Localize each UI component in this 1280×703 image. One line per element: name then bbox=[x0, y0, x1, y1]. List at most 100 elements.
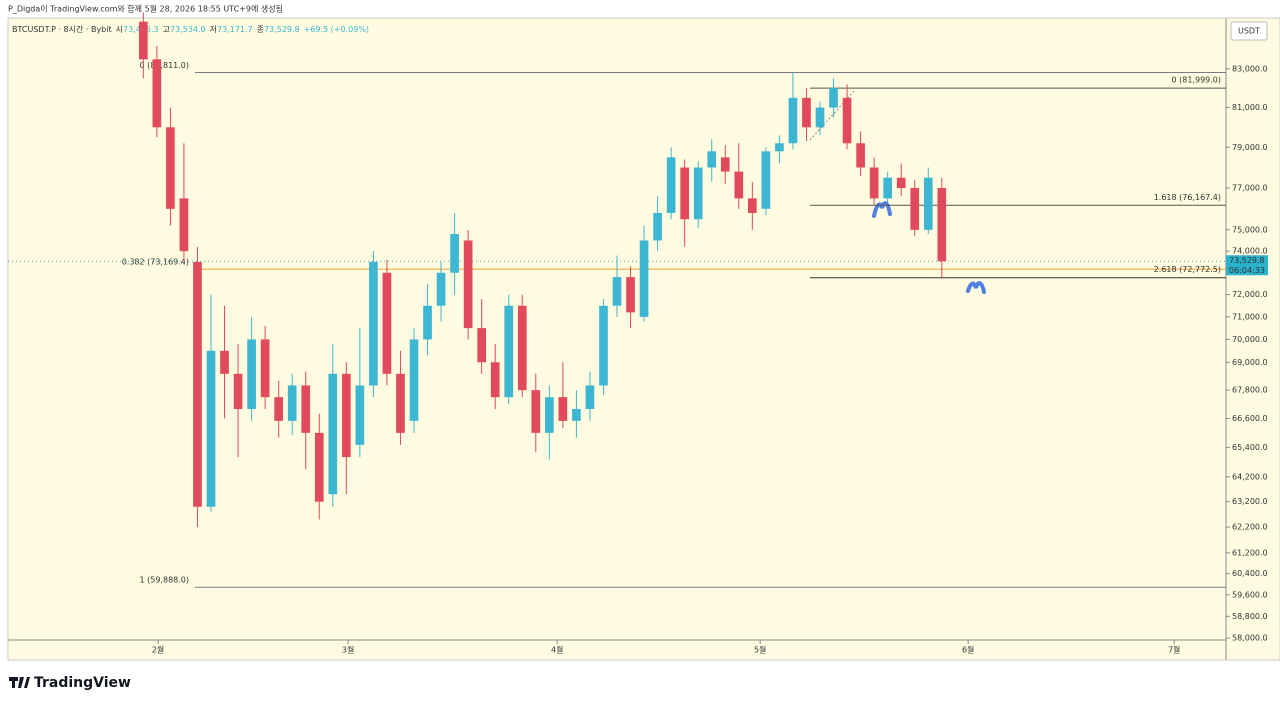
legend-field-value: 73,534.0 bbox=[170, 25, 206, 34]
y-tick-label: 74,000.0 bbox=[1232, 247, 1268, 256]
y-tick-label: 58,000.0 bbox=[1232, 634, 1268, 643]
y-tick-label: 72,000.0 bbox=[1232, 290, 1268, 299]
header: P_Digda이 TradingView.com와 함께 5월 28, 2026… bbox=[8, 4, 283, 14]
candle-body bbox=[274, 397, 283, 421]
candle-body bbox=[558, 397, 568, 421]
hand-drawing bbox=[872, 201, 892, 218]
fib-label: 1.618 (76,167.4) bbox=[1154, 193, 1221, 202]
x-tick-label: 6월 bbox=[962, 645, 974, 655]
candle-body bbox=[707, 151, 717, 168]
candle-body bbox=[599, 305, 608, 386]
candle-body bbox=[139, 21, 148, 60]
candle-body bbox=[166, 127, 175, 209]
candle-body bbox=[937, 188, 947, 262]
legend-field-label: 저 bbox=[210, 25, 217, 34]
legend-field-label: 시 bbox=[116, 25, 123, 34]
candle-body bbox=[301, 385, 311, 433]
y-tick-label: 81,000.0 bbox=[1232, 103, 1268, 112]
candle-body bbox=[842, 97, 852, 144]
y-tick-label: 59,600.0 bbox=[1232, 590, 1268, 599]
candle-body bbox=[233, 373, 243, 409]
candle-body bbox=[585, 385, 595, 409]
candle-body bbox=[423, 305, 432, 340]
price-axis bbox=[1226, 18, 1280, 660]
frame bbox=[7, 17, 1280, 661]
y-tick-label: 75,000.0 bbox=[1232, 225, 1268, 234]
hand-drawing bbox=[966, 281, 986, 294]
candle-body bbox=[396, 373, 405, 433]
x-tick-label: 2월 bbox=[152, 645, 164, 655]
candle-body bbox=[436, 272, 446, 306]
candle-body bbox=[328, 373, 338, 495]
countdown: 06:04:33 bbox=[1229, 266, 1265, 275]
candle-body bbox=[287, 385, 297, 421]
candle-body bbox=[734, 171, 744, 199]
candle-body bbox=[450, 234, 459, 273]
candle-body bbox=[260, 339, 270, 398]
candle-body bbox=[517, 305, 527, 391]
fib-label: 1 (59,888.0) bbox=[140, 576, 190, 585]
currency-box[interactable] bbox=[1230, 21, 1268, 41]
candle-body bbox=[477, 328, 486, 363]
fib-label: 0 (82,811.0) bbox=[140, 61, 190, 70]
candle-body bbox=[761, 151, 771, 209]
candle-body bbox=[910, 188, 920, 230]
y-tick-label: 83,000.0 bbox=[1232, 64, 1268, 73]
candle-body bbox=[531, 390, 541, 433]
y-tick-label: 58,800.0 bbox=[1232, 612, 1268, 621]
logo-mark bbox=[9, 677, 30, 688]
y-tick-label: 79,000.0 bbox=[1232, 143, 1268, 152]
candle-body bbox=[856, 143, 865, 168]
candle-body bbox=[220, 350, 229, 374]
candle-body bbox=[193, 261, 202, 507]
candle-body bbox=[152, 59, 162, 128]
candle-body bbox=[829, 88, 838, 108]
candle-body bbox=[572, 408, 581, 421]
y-tick-label: 66,600.0 bbox=[1232, 414, 1268, 423]
currency[interactable]: USDT bbox=[1238, 27, 1260, 36]
candle-body bbox=[369, 261, 378, 386]
y-tick-label: 65,400.0 bbox=[1232, 443, 1268, 452]
brand: TradingView bbox=[34, 675, 131, 691]
candle-body bbox=[626, 277, 635, 313]
y-tick-label: 63,200.0 bbox=[1232, 497, 1268, 506]
candle-body bbox=[355, 385, 365, 445]
x-tick-label: 7월 bbox=[1168, 645, 1180, 655]
legend-text: BTCUSDT.P · 8시간 · Bybit시73,466.3고73,534.… bbox=[12, 24, 369, 34]
candle-body bbox=[179, 198, 189, 252]
y-tick-label: 69,000.0 bbox=[1232, 358, 1268, 367]
price-tag-label: 73,529.8 bbox=[1229, 256, 1265, 265]
x-tick-label: 3월 bbox=[342, 645, 354, 655]
candle-body bbox=[612, 277, 622, 306]
candle-body bbox=[883, 177, 892, 199]
plot-area bbox=[8, 18, 1226, 640]
legend-change: +69.5 (+0.09%) bbox=[304, 25, 369, 34]
candle-body bbox=[490, 362, 500, 398]
y-tick-label: 62,200.0 bbox=[1232, 523, 1268, 532]
candle-body bbox=[314, 432, 324, 502]
candle-body bbox=[680, 167, 689, 220]
candle-body bbox=[342, 373, 351, 458]
legend-field-label: 종 bbox=[257, 25, 264, 34]
candle-body bbox=[409, 339, 419, 421]
candle-body bbox=[923, 177, 933, 230]
x-tick-label: 5월 bbox=[754, 645, 766, 655]
legend-field-value: 73,171.7 bbox=[217, 25, 253, 34]
y-tick-label: 77,000.0 bbox=[1232, 184, 1268, 193]
candle-body bbox=[653, 212, 662, 241]
candle-body bbox=[666, 157, 676, 213]
y-tick-label: 70,000.0 bbox=[1232, 335, 1268, 344]
legend-field-value: 73,529.8 bbox=[264, 25, 300, 34]
candle-body bbox=[775, 143, 784, 152]
fib-label: 0 (81,999.0) bbox=[1172, 76, 1222, 85]
candle-body bbox=[693, 167, 703, 220]
candle-body bbox=[748, 198, 757, 213]
brand-logo: TradingView bbox=[9, 675, 131, 691]
legend: BTCUSDT.P · 8시간 · Bybit시73,466.3고73,534.… bbox=[12, 24, 369, 34]
price-tag bbox=[1226, 255, 1268, 276]
x-tick-label: 4월 bbox=[551, 645, 563, 655]
time-axis bbox=[8, 640, 1226, 660]
candle-body bbox=[382, 272, 392, 374]
y-tick-label: 60,400.0 bbox=[1232, 569, 1268, 578]
